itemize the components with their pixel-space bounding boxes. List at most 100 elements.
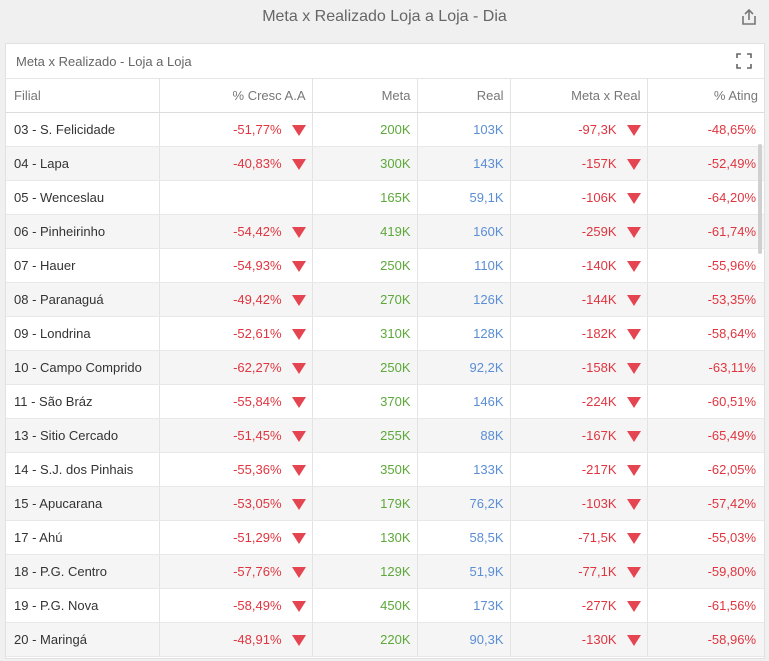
cell-meta-x-real: -224K bbox=[510, 384, 648, 419]
table-row[interactable]: 10 - Campo Comprido -62,27% 250K 92,2K -158K… bbox=[6, 350, 764, 385]
cell-real-value: 160K bbox=[473, 223, 504, 239]
cell-cresc: -53,05% bbox=[159, 486, 313, 521]
down-triangle-icon bbox=[291, 362, 306, 374]
down-triangle-icon bbox=[291, 396, 306, 408]
table-row[interactable]: 15 - Apucarana -53,05% 179K 76,2K -103K -57,4… bbox=[6, 486, 764, 521]
cell-filial: 08 - Paranaguá bbox=[6, 282, 160, 317]
cell-meta-x-real-value: -277K bbox=[581, 597, 617, 613]
cell-meta-x-real: -182K bbox=[510, 316, 648, 351]
down-triangle-icon bbox=[291, 294, 306, 306]
cell-ating-value: -62,05% bbox=[707, 461, 756, 477]
cell-filial: 15 - Apucarana bbox=[6, 486, 160, 521]
cell-meta: 220K bbox=[312, 622, 418, 657]
table-row[interactable]: 18 - P.G. Centro -57,76% 129K 51,9K -77,1K -5… bbox=[6, 554, 764, 589]
cell-cresc-value: -49,42% bbox=[233, 291, 282, 307]
down-triangle-icon bbox=[291, 328, 306, 340]
cell-filial-value: 18 - P.G. Centro bbox=[14, 563, 107, 579]
cell-meta-x-real-value: -217K bbox=[581, 461, 617, 477]
cell-cresc: -54,93% bbox=[159, 248, 313, 283]
cell-filial-value: 03 - S. Felicidade bbox=[14, 121, 116, 137]
table-row[interactable]: 19 - P.G. Nova -58,49% 450K 173K -277K -61,56… bbox=[6, 588, 764, 623]
cell-ating-value: -52,49% bbox=[707, 155, 756, 171]
table-row[interactable]: 11 - São Bráz -55,84% 370K 146K -224K -60,51% bbox=[6, 384, 764, 419]
table-header-row: Filial % Cresc A.A Meta Real Meta x Real… bbox=[6, 79, 764, 113]
cell-real: 143K bbox=[417, 146, 511, 181]
down-triangle-icon bbox=[291, 464, 306, 476]
down-triangle-icon bbox=[626, 566, 641, 578]
vertical-scrollbar[interactable] bbox=[758, 144, 762, 254]
cell-meta-value: 165K bbox=[380, 189, 411, 205]
cell-meta: 129K bbox=[312, 554, 418, 589]
cell-meta-x-real-value: -77,1K bbox=[578, 563, 617, 579]
cell-meta: 450K bbox=[312, 588, 418, 623]
column-header-filial[interactable]: Filial bbox=[6, 79, 160, 113]
cell-cresc: -48,91% bbox=[159, 622, 313, 657]
cell-filial-value: 15 - Apucarana bbox=[14, 495, 103, 511]
expand-icon[interactable] bbox=[736, 53, 752, 69]
cell-meta-x-real: -259K bbox=[510, 214, 648, 249]
table-row[interactable]: 07 - Hauer -54,93% 250K 110K -140K -55,96% bbox=[6, 248, 764, 283]
down-triangle-icon bbox=[291, 634, 306, 646]
cell-cresc-value: -54,42% bbox=[233, 223, 282, 239]
cell-ating-value: -58,64% bbox=[707, 325, 756, 341]
table-row[interactable]: 13 - Sitio Cercado -51,45% 255K 88K -167K -65… bbox=[6, 418, 764, 453]
table-row[interactable]: 20 - Maringá -48,91% 220K 90,3K -130K -58,96% bbox=[6, 622, 764, 657]
table-row[interactable]: 03 - S. Felicidade -51,77% 200K 103K -97,3K -… bbox=[6, 112, 764, 147]
cell-meta: 370K bbox=[312, 384, 418, 419]
down-triangle-icon bbox=[626, 226, 641, 238]
cell-meta-x-real: -140K bbox=[510, 248, 648, 283]
window-header: Meta x Realizado Loja a Loja - Dia bbox=[0, 0, 769, 38]
cell-meta: 419K bbox=[312, 214, 418, 249]
column-header-cresc[interactable]: % Cresc A.A bbox=[159, 79, 313, 113]
table-row[interactable]: 14 - S.J. dos Pinhais -55,36% 350K 133K -217… bbox=[6, 452, 764, 487]
cell-cresc-value: -55,36% bbox=[233, 461, 282, 477]
down-triangle-icon bbox=[626, 396, 641, 408]
table-row[interactable]: 09 - Londrina -52,61% 310K 128K -182K -58,64% bbox=[6, 316, 764, 351]
column-header-meta-x-real[interactable]: Meta x Real bbox=[510, 79, 648, 113]
cell-cresc bbox=[159, 180, 313, 215]
cell-real-value: 173K bbox=[473, 597, 504, 613]
cell-meta-x-real: -158K bbox=[510, 350, 648, 385]
cell-meta-value: 250K bbox=[380, 359, 411, 375]
cell-meta-x-real: -71,5K bbox=[510, 520, 648, 555]
table-row[interactable]: 04 - Lapa -40,83% 300K 143K -157K -52,49% bbox=[6, 146, 764, 181]
cell-ating: -48,65% bbox=[647, 112, 764, 147]
window-title: Meta x Realizado Loja a Loja - Dia bbox=[262, 8, 507, 25]
cell-meta-x-real-value: -97,3K bbox=[578, 121, 617, 137]
cell-meta: 165K bbox=[312, 180, 418, 215]
cell-cresc-value: -54,93% bbox=[233, 257, 282, 273]
cell-ating-value: -61,56% bbox=[707, 597, 756, 613]
cell-cresc: -58,49% bbox=[159, 588, 313, 623]
column-header-ating[interactable]: % Ating bbox=[647, 79, 764, 113]
cell-cresc-value: -53,05% bbox=[233, 495, 282, 511]
down-triangle-icon bbox=[626, 498, 641, 510]
cell-filial: 11 - São Bráz bbox=[6, 384, 160, 419]
table-row[interactable]: 06 - Pinheirinho -54,42% 419K 160K -259K -61,… bbox=[6, 214, 764, 249]
cell-meta: 270K bbox=[312, 282, 418, 317]
cell-filial-value: 11 - São Bráz bbox=[14, 393, 93, 409]
cell-real: 126K bbox=[417, 282, 511, 317]
export-icon[interactable] bbox=[739, 7, 759, 27]
table-card: Meta x Realizado - Loja a Loja Filial % … bbox=[5, 43, 765, 659]
cell-meta-value: 130K bbox=[380, 529, 411, 545]
table-row[interactable]: 17 - Ahú -51,29% 130K 58,5K -71,5K -55,03% bbox=[6, 520, 764, 555]
cell-real-value: 128K bbox=[473, 325, 504, 341]
cell-filial-value: 10 - Campo Comprido bbox=[14, 359, 142, 375]
cell-meta-value: 129K bbox=[380, 563, 411, 579]
cell-real: 128K bbox=[417, 316, 511, 351]
cell-ating-value: -59,80% bbox=[707, 563, 756, 579]
cell-real-value: 92,2K bbox=[469, 359, 504, 375]
cell-filial: 13 - Sitio Cercado bbox=[6, 418, 160, 453]
cell-cresc: -55,84% bbox=[159, 384, 313, 419]
cell-real-value: 88K bbox=[480, 427, 504, 443]
down-triangle-icon bbox=[626, 124, 641, 136]
table-row[interactable]: 05 - Wenceslau 165K 59,1K -106K -64,20% bbox=[6, 180, 764, 215]
column-header-real[interactable]: Real bbox=[417, 79, 511, 113]
cell-meta: 250K bbox=[312, 350, 418, 385]
down-triangle-icon bbox=[291, 430, 306, 442]
cell-meta-value: 270K bbox=[380, 291, 411, 307]
cell-meta-x-real: -157K bbox=[510, 146, 648, 181]
column-header-meta[interactable]: Meta bbox=[312, 79, 418, 113]
table-row[interactable]: 08 - Paranaguá -49,42% 270K 126K -144K -53,35… bbox=[6, 282, 764, 317]
cell-meta-x-real-value: -71,5K bbox=[578, 529, 617, 545]
